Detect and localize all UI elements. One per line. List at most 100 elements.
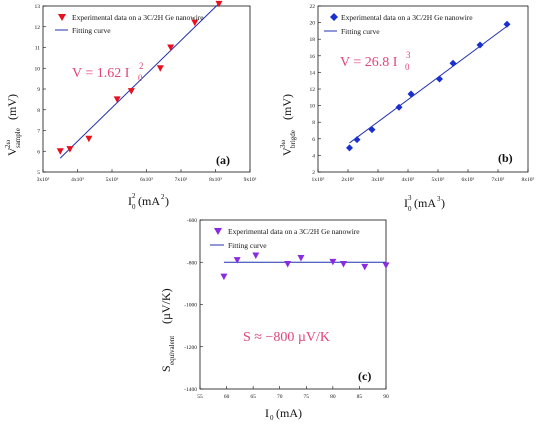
y-tick-label: 6	[37, 149, 40, 155]
svg-text:I: I	[265, 406, 269, 420]
svg-text:(µV/K): (µV/K)	[159, 288, 173, 324]
legend-fit-label-c: Fitting curve	[228, 241, 267, 250]
x-tick-label: 3x10³	[37, 177, 50, 183]
x-tick-label: 6x10³	[140, 177, 153, 183]
data-point	[215, 0, 223, 8]
panel-a-label: (a)	[216, 153, 230, 167]
data-point	[252, 252, 260, 259]
fit-line	[349, 24, 509, 144]
panel-a-ylabel: V 2ω sample (mV)	[4, 94, 22, 156]
equation-a-sup: 2	[139, 61, 144, 71]
legend-data-label-b: Experimental data on a 3C/2H Ge nanowire	[341, 13, 473, 22]
x-tick-label: 6x10⁵	[462, 177, 475, 183]
data-point	[407, 90, 415, 98]
x-tick-label: 3x10⁵	[372, 177, 385, 183]
panel-c-legend: Experimental data on a 3C/2H Ge nanowire…	[210, 227, 360, 250]
svg-text:): )	[441, 196, 445, 210]
y-tick-label: 22	[310, 4, 316, 10]
data-point	[339, 260, 347, 268]
data-point	[85, 135, 93, 143]
x-tick-label: 7x10³	[175, 177, 188, 183]
svg-text:V: V	[280, 147, 294, 156]
svg-text:(mA): (mA)	[276, 406, 302, 420]
x-tick-label: 5x10⁵	[432, 177, 445, 183]
equation-b-sub: 0	[405, 62, 410, 72]
svg-text:S: S	[159, 365, 173, 372]
x-tick-label: 8x10³	[209, 177, 222, 183]
data-point	[368, 126, 376, 134]
equation-a-sub: 0	[138, 73, 143, 83]
y-tick-label: -1200	[184, 345, 197, 351]
svg-text:(mA: (mA	[414, 196, 436, 210]
y-tick-label: 12	[35, 25, 41, 31]
y-tick-label: 5	[37, 170, 40, 176]
data-point	[449, 59, 457, 67]
data-point	[156, 65, 164, 72]
svg-text:I: I	[128, 194, 132, 208]
y-tick-label: 16	[310, 54, 316, 60]
x-tick-label: 75	[304, 394, 310, 400]
data-point	[113, 96, 121, 103]
data-point	[382, 262, 390, 269]
panel-a-xlabel: I 2 0 (mA 2 )	[128, 192, 169, 211]
svg-text:3: 3	[437, 195, 441, 203]
data-point	[346, 144, 353, 152]
y-tick-label: 8	[312, 120, 315, 126]
data-point	[503, 20, 511, 28]
y-tick-label: 13	[35, 4, 41, 10]
x-tick-label: 9x10³	[244, 177, 257, 183]
y-tick-label: 4	[312, 153, 315, 159]
svg-text:brigde: brigde	[289, 130, 297, 148]
y-tick-label: 7	[37, 129, 40, 135]
legend-fit-label-a: Fitting curve	[72, 26, 111, 35]
data-point	[191, 19, 199, 27]
svg-text:(mV): (mV)	[5, 94, 19, 120]
x-tick-label: 2x10⁵	[342, 177, 355, 183]
svg-text:2: 2	[132, 192, 136, 200]
x-tick-label: 5x10³	[106, 177, 119, 183]
svg-text:0: 0	[132, 203, 136, 211]
data-point	[297, 255, 305, 262]
svg-text:2: 2	[161, 193, 165, 201]
x-tick-label: 7x10⁵	[492, 177, 505, 183]
x-tick-label: 85	[357, 394, 363, 400]
y-tick-label: -1400	[184, 387, 197, 393]
y-tick-label: 12	[310, 87, 316, 93]
y-tick-label: 20	[310, 21, 316, 27]
svg-text:3: 3	[408, 194, 412, 202]
panel-c-xlabel: I 0 (mA)	[265, 406, 302, 422]
data-point	[220, 273, 228, 281]
y-tick-label: 9	[37, 87, 40, 93]
svg-text:): )	[165, 194, 169, 208]
svg-text:3ω: 3ω	[279, 140, 287, 149]
x-tick-label: 55	[197, 394, 203, 400]
panel-c: -600 -800 -1000 -1200 -1400 55 60 65 70 75 80 85 90…	[159, 218, 390, 422]
svg-text:(mV): (mV)	[280, 94, 294, 120]
equation-c: S ≈ −800 µV/K	[243, 330, 330, 345]
data-point	[476, 41, 484, 49]
equation-b-sup: 3	[406, 50, 411, 60]
panel-c-label: (c)	[358, 369, 371, 383]
y-tick-label: 2	[312, 170, 315, 176]
equation-b: V = 26.8 I 0 3	[340, 50, 411, 72]
svg-text:2ω: 2ω	[4, 140, 12, 149]
data-point	[361, 263, 369, 271]
panel-c-ylabel: S equivalent (µV/K)	[159, 288, 176, 372]
x-tick-label: 80	[330, 394, 336, 400]
equation-a: V = 1.62 I 0 2	[72, 61, 144, 83]
data-point	[329, 258, 337, 266]
legend-data-label-a: Experimental data on a 3C/2H Ge nanowire	[72, 13, 204, 22]
legend-marker-c	[214, 228, 222, 235]
x-tick-label: 65	[250, 394, 256, 400]
x-tick-label: 4x10³	[71, 177, 84, 183]
data-point	[56, 148, 64, 155]
x-tick-label: 60	[224, 394, 230, 400]
data-point	[167, 44, 175, 51]
svg-text:sample: sample	[14, 128, 22, 148]
x-tick-label: 8x10⁵	[522, 177, 535, 183]
y-tick-label: 11	[35, 46, 41, 52]
x-tick-label: 4x10⁵	[402, 177, 415, 183]
data-point	[395, 103, 403, 111]
y-tick-label: 6	[312, 137, 315, 143]
